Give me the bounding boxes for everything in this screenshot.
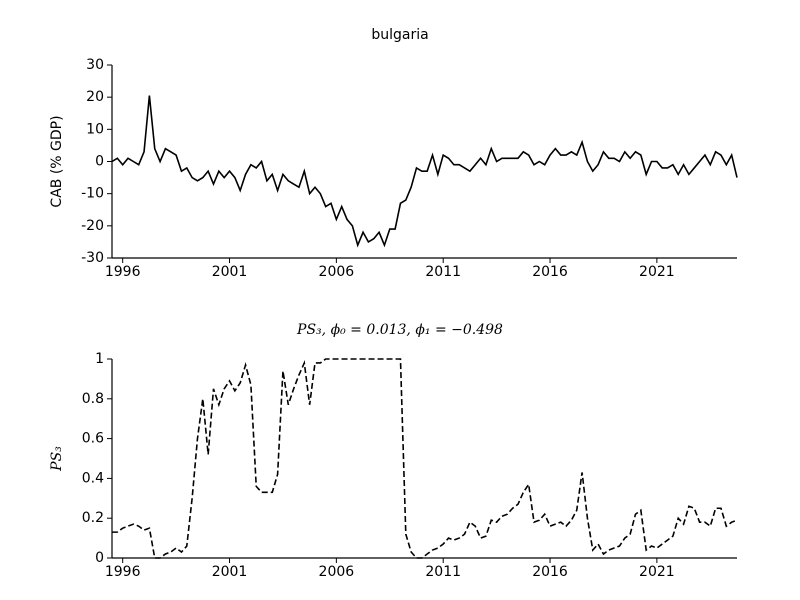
x-tick-label: 2006 [319,264,355,280]
y-tick-label: -20 [81,218,104,234]
y-tick-label: -10 [81,186,104,202]
x-tick-label: 2006 [319,564,355,580]
y-tick-label: 20 [86,89,104,105]
x-tick-label: 2021 [639,264,675,280]
x-tick-label: 1996 [105,564,141,580]
data-line [112,358,738,559]
y-tick-label: 0 [95,154,104,170]
x-tick-label: 2001 [212,564,248,580]
x-tick-label: 1996 [105,264,141,280]
y-tick-label: 30 [86,57,104,73]
y-tick-label: 0.8 [82,391,104,407]
chart-title: bulgaria [371,27,428,43]
y-tick-label: 0.4 [82,470,104,486]
y-tick-label: 0.6 [82,431,104,447]
y-axis-label: CAB (% GDP) [49,115,65,207]
y-tick-label: 10 [86,121,104,137]
y-tick-label: -30 [81,250,104,266]
chart-title: PS₃, ϕ₀ = 0.013, ϕ₁ = −0.498 [296,322,503,338]
y-tick-label: 0.2 [82,510,104,526]
x-tick-label: 2001 [212,264,248,280]
x-tick-label: 2016 [532,264,568,280]
x-tick-label: 2016 [532,564,568,580]
y-tick-label: 0 [95,550,104,566]
x-tick-label: 2021 [639,564,675,580]
data-line [111,95,738,248]
x-tick-label: 2011 [425,564,461,580]
y-tick-label: 1 [95,351,104,367]
y-axis-label: PS₃ [49,446,65,472]
x-tick-label: 2011 [425,264,461,280]
